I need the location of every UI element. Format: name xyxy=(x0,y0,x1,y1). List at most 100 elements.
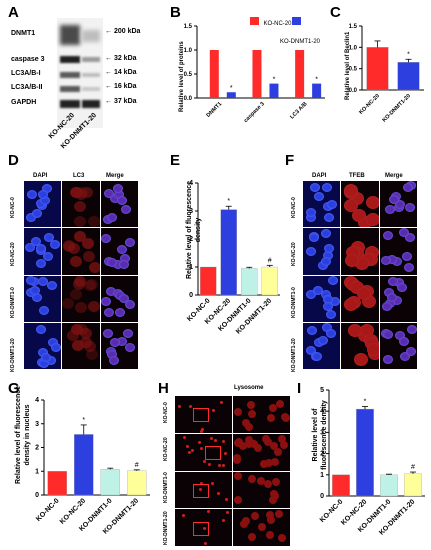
blot-band-lc3ii-ko xyxy=(82,87,100,91)
blot-kda-label: ← 14 kDa xyxy=(105,69,137,76)
micrograph-cell xyxy=(341,275,379,322)
cell-nucleus xyxy=(107,349,118,359)
x-tick-label: KO-NC-0 xyxy=(35,497,61,523)
lysosome-spot xyxy=(267,515,276,524)
row-label: KO-DNMT1-0 xyxy=(163,472,169,503)
cell-nucleus xyxy=(326,329,337,339)
bar xyxy=(209,50,219,98)
cell-nucleus xyxy=(394,330,405,340)
column-label: DAPI xyxy=(33,173,48,179)
x-tick-label: KO-DNMT1-20 xyxy=(382,93,412,123)
cell-nucleus xyxy=(381,255,392,265)
cell-nucleus xyxy=(324,212,335,222)
lysosome-spot xyxy=(234,472,243,481)
blot-band-casp3-ko xyxy=(82,57,100,62)
panel-c-chart: Relative level of Beclin1 0.0 0.5 1.0 1.5 KO… xyxy=(330,0,431,150)
bar xyxy=(220,209,237,296)
micrograph-cell xyxy=(24,181,62,228)
x-tick-label: LC3 A/B xyxy=(289,101,308,120)
significance-mark: * xyxy=(315,77,318,84)
micrograph-cell xyxy=(233,509,290,546)
cell-nucleus xyxy=(104,189,115,199)
row-label: KO-DNMT1-20 xyxy=(163,511,169,545)
y-tick-label: 2 xyxy=(35,445,39,452)
cell-nucleus xyxy=(404,202,415,212)
lysosome-spot xyxy=(226,510,230,514)
lysosome-spot xyxy=(217,492,221,496)
column-label: LC3 xyxy=(73,173,85,179)
panel-e-chart: Relative level of fluorescence density 0… xyxy=(165,150,285,375)
micrograph-cell xyxy=(175,509,232,546)
blot-band-casp3-nc xyxy=(60,56,80,63)
cell-nucleus xyxy=(80,328,93,340)
micrograph-cell xyxy=(100,181,138,228)
cell-nucleus xyxy=(352,209,367,223)
cell-nucleus xyxy=(306,345,317,355)
lysosome-spot xyxy=(277,434,286,443)
panel-label-i: I xyxy=(297,380,302,397)
legend-label: KO-NC-20 xyxy=(263,21,292,27)
y-tick-label: 0.5 xyxy=(184,72,193,78)
micrograph-cell xyxy=(379,228,417,275)
cell-nucleus xyxy=(31,293,42,303)
cell-nucleus xyxy=(344,184,359,198)
blot-kda-label: ← 32 kDa xyxy=(105,55,137,62)
lysosome-spot xyxy=(271,458,280,467)
cell-nucleus xyxy=(309,182,320,192)
micrograph-cell xyxy=(62,322,100,369)
lysosome-title: Lysosome xyxy=(234,385,264,391)
row-label: KO-DNMT1-0 xyxy=(10,287,16,318)
cell-nucleus xyxy=(382,301,393,311)
cell-nucleus xyxy=(76,324,89,336)
y-tick-label: 1.5 xyxy=(349,24,358,30)
panel-i-chart: Relative level of fluorescence density 0… xyxy=(295,375,431,550)
panel-label-b: B xyxy=(170,4,181,21)
lysosome-spot xyxy=(254,443,263,452)
column-label: TFEB xyxy=(349,173,365,179)
cell-nucleus xyxy=(74,231,87,243)
lysosome-spot xyxy=(225,497,229,501)
y-tick-label: 1 xyxy=(320,472,324,479)
blot-row-label: LC3A/B-I xyxy=(11,70,41,77)
cell-nucleus xyxy=(395,199,406,209)
cell-nucleus xyxy=(401,251,412,261)
lysosome-spot xyxy=(275,509,284,518)
cell-nucleus xyxy=(45,355,56,365)
micrograph-cell xyxy=(62,275,100,322)
lysosome-spot xyxy=(190,449,194,453)
panel-a-western-blot: DNMT1 caspase 3 LC3A/B-I LC3A/B-II GAPDH… xyxy=(0,0,165,150)
cell-nucleus xyxy=(42,251,53,261)
bar xyxy=(226,92,236,98)
blot-band-gapdh-nc xyxy=(60,100,80,108)
chart-g-svg: 01234KO-NC-0*KO-NC-20KO-DNMT1-0#KO-DNMT1… xyxy=(35,397,150,536)
legend-swatch xyxy=(292,16,301,25)
cell-nucleus xyxy=(26,276,37,286)
cell-nucleus xyxy=(47,280,58,290)
lysosome-spot xyxy=(220,401,224,405)
cell-nucleus xyxy=(405,233,416,243)
panel-h-microscopy: Lysosome KO-NC-0 KO-NC-20 KO-DNMT1-0 KO-… xyxy=(155,375,295,550)
cell-nucleus xyxy=(399,228,410,238)
significance-mark: # xyxy=(135,462,139,469)
chart-b-svg: 0.0 0.5 1.0 1.5 * DNMT1 * caspase 3 * LC3 A/B xyxy=(184,24,325,124)
cell-nucleus xyxy=(125,237,136,247)
lysosome-spot xyxy=(212,409,216,413)
micrograph-cell xyxy=(24,228,62,275)
cell-nucleus xyxy=(30,286,41,296)
cell-nucleus xyxy=(382,330,393,340)
cell-nucleus xyxy=(325,310,336,320)
cell-nucleus xyxy=(37,189,48,199)
cell-nucleus xyxy=(112,184,123,194)
row-label: KO-NC-20 xyxy=(10,242,16,266)
cell-nucleus xyxy=(41,183,52,193)
bar xyxy=(127,470,147,496)
lysosome-spot xyxy=(280,413,289,422)
y-tick-label: 1.0 xyxy=(349,45,358,51)
significance-mark: # xyxy=(268,257,272,264)
cell-nucleus xyxy=(385,205,396,215)
cell-nucleus xyxy=(313,285,324,295)
significance-mark: * xyxy=(82,417,85,424)
y-tick-label: 4 xyxy=(189,180,193,187)
cell-nucleus xyxy=(125,300,136,310)
cell-nucleus xyxy=(329,296,340,306)
